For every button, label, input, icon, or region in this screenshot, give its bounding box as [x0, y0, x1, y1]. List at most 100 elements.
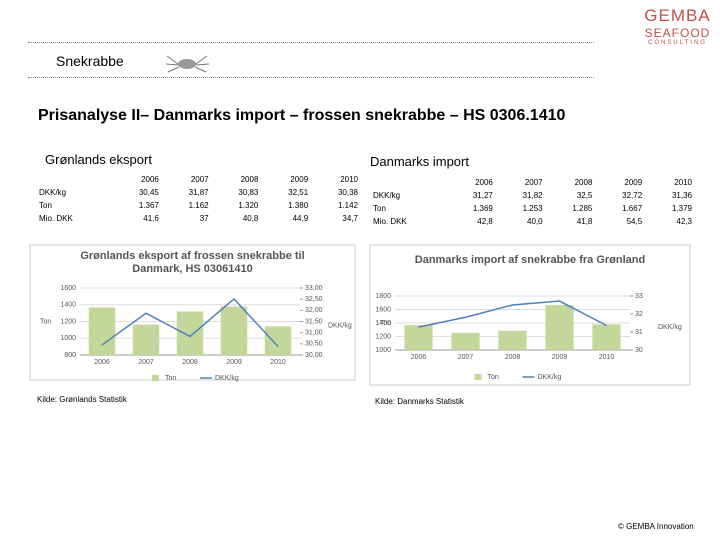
cell: 41,8 — [576, 217, 593, 226]
crab-icon — [165, 55, 210, 73]
header-row: 2006 2007 2008 2009 2010 — [36, 173, 361, 186]
cell: 32,5 — [576, 191, 593, 200]
y2-tick-label: 30 — [635, 347, 643, 354]
legend-swatch — [152, 375, 159, 381]
column-header: 2006 — [141, 175, 159, 184]
cell: 1.667 — [622, 204, 643, 213]
y2-tick-label: 31,00 — [305, 330, 323, 337]
x-tick-label: 2010 — [599, 354, 615, 361]
cell: DKK/kg — [39, 188, 67, 197]
bar — [404, 325, 433, 350]
y-tick-label: 800 — [64, 352, 76, 359]
bar — [451, 332, 480, 350]
y2-axis-label: DKK/kg — [658, 324, 682, 331]
line — [101, 297, 279, 348]
column-header: 2006 — [475, 178, 493, 187]
table: 2006 2007 2008 2009 2010 DKK/kg 30,45 31,87 30,8… — [36, 173, 361, 225]
legend-label: Ton — [488, 374, 499, 381]
row: DKK/kg 30,45 31,87 30,83 32,51 30,38 — [36, 186, 361, 199]
table-title: Danmarks import — [370, 154, 469, 169]
cell: 1.369 — [472, 204, 493, 213]
line — [418, 300, 607, 328]
column-header: 2010 — [340, 175, 358, 184]
y-tick-label: 1600 — [60, 285, 76, 292]
cell: 34,7 — [342, 214, 358, 223]
y2-tick-label: 33,00 — [305, 285, 323, 292]
y-tick-label: 1400 — [375, 320, 391, 327]
chart-title: Grønlands eksport af frossen snekrabbe t… — [80, 250, 305, 275]
y-tick-label: 1000 — [375, 347, 391, 354]
column-header: 2010 — [674, 178, 692, 187]
x-tick-label: 2009 — [226, 359, 242, 366]
y-axis-label: Ton — [380, 320, 391, 327]
cell: Mio. DKK — [373, 217, 407, 226]
row: Mio. DKK 42,8 40,0 41,8 54,5 42,3 — [370, 215, 695, 228]
cell: 1.142 — [337, 201, 358, 210]
x-tick-label: 2006 — [94, 359, 110, 366]
section: Snekrabbe — [56, 53, 124, 69]
y2-axis-label: DKK/kg — [328, 322, 352, 329]
cell: 30,83 — [238, 188, 259, 197]
cell: DKK/kg — [373, 191, 401, 200]
legend-label: DKK/kg — [538, 374, 562, 381]
y2-tick-label: 33 — [635, 293, 643, 300]
cell: 40,8 — [242, 214, 259, 223]
legend-swatch — [474, 374, 482, 380]
column-header: 2007 — [524, 178, 543, 187]
x-tick-label: 2006 — [411, 354, 427, 361]
cell: Ton — [373, 204, 386, 213]
cell: 1.380 — [288, 201, 309, 210]
bar — [220, 306, 248, 355]
y2-tick-label: 31 — [635, 329, 643, 336]
y2-tick-label: 31,50 — [305, 318, 323, 325]
logo: GEMBA SEAFOOD CONSULTING — [640, 6, 715, 46]
bar — [545, 304, 574, 350]
table: 2006 2007 2008 2009 2010 DKK/kg 31,27 31,82 32,5… — [370, 176, 695, 228]
column-header: 2009 — [624, 178, 643, 187]
table-title: Grønlands eksport — [45, 152, 152, 167]
y-tick-label: 1000 — [60, 335, 76, 342]
chart-frame — [369, 244, 691, 386]
bar — [176, 311, 204, 355]
y-axis-label: Ton — [40, 318, 51, 325]
y2-tick-label: 32 — [635, 311, 643, 318]
y-tick-label: 1200 — [60, 318, 76, 325]
x-tick-label: 2008 — [505, 354, 521, 361]
x-tick-label: 2007 — [458, 354, 474, 361]
cell: Ton — [39, 201, 52, 210]
bar — [88, 307, 116, 355]
chart-title: Danmarks import af snekrabbe fra Grønlan… — [414, 254, 646, 266]
footer: © GEMBA Innovation — [618, 522, 694, 531]
cell: 42,8 — [477, 217, 493, 226]
cell: 31,27 — [472, 191, 493, 200]
rule — [28, 42, 594, 43]
cell: 54,5 — [626, 217, 643, 226]
x-tick-label: 2010 — [270, 359, 286, 366]
x-tick-label: 2007 — [138, 359, 154, 366]
logo-name: GEMBA — [644, 6, 711, 25]
y2-tick-label: 32,00 — [305, 307, 323, 314]
x-tick-label: 2008 — [182, 359, 198, 366]
rule — [28, 77, 594, 78]
cell: 31,82 — [522, 191, 543, 200]
cell: 1.367 — [138, 201, 159, 210]
cell: 1.320 — [238, 201, 259, 210]
y-tick-label: 1800 — [375, 293, 391, 300]
column-header: 2009 — [290, 175, 309, 184]
y2-tick-label: 30,00 — [305, 352, 323, 359]
cell: 40,0 — [527, 217, 543, 226]
logo-line: SEAFOOD — [644, 26, 711, 40]
column-header: 2007 — [190, 175, 209, 184]
cell: 1.379 — [671, 204, 692, 213]
cell: 31,87 — [188, 188, 209, 197]
cell: 32,51 — [288, 188, 309, 197]
legend-label: Ton — [165, 375, 176, 382]
cell: 44,9 — [292, 214, 309, 223]
legend-label: DKK/kg — [215, 375, 239, 382]
cell: 30,45 — [138, 188, 159, 197]
cell: 31,36 — [671, 191, 692, 200]
row: Mio. DKK 41,6 37 40,8 44,9 34,7 — [36, 212, 361, 225]
y-tick-label: 1200 — [375, 333, 391, 340]
